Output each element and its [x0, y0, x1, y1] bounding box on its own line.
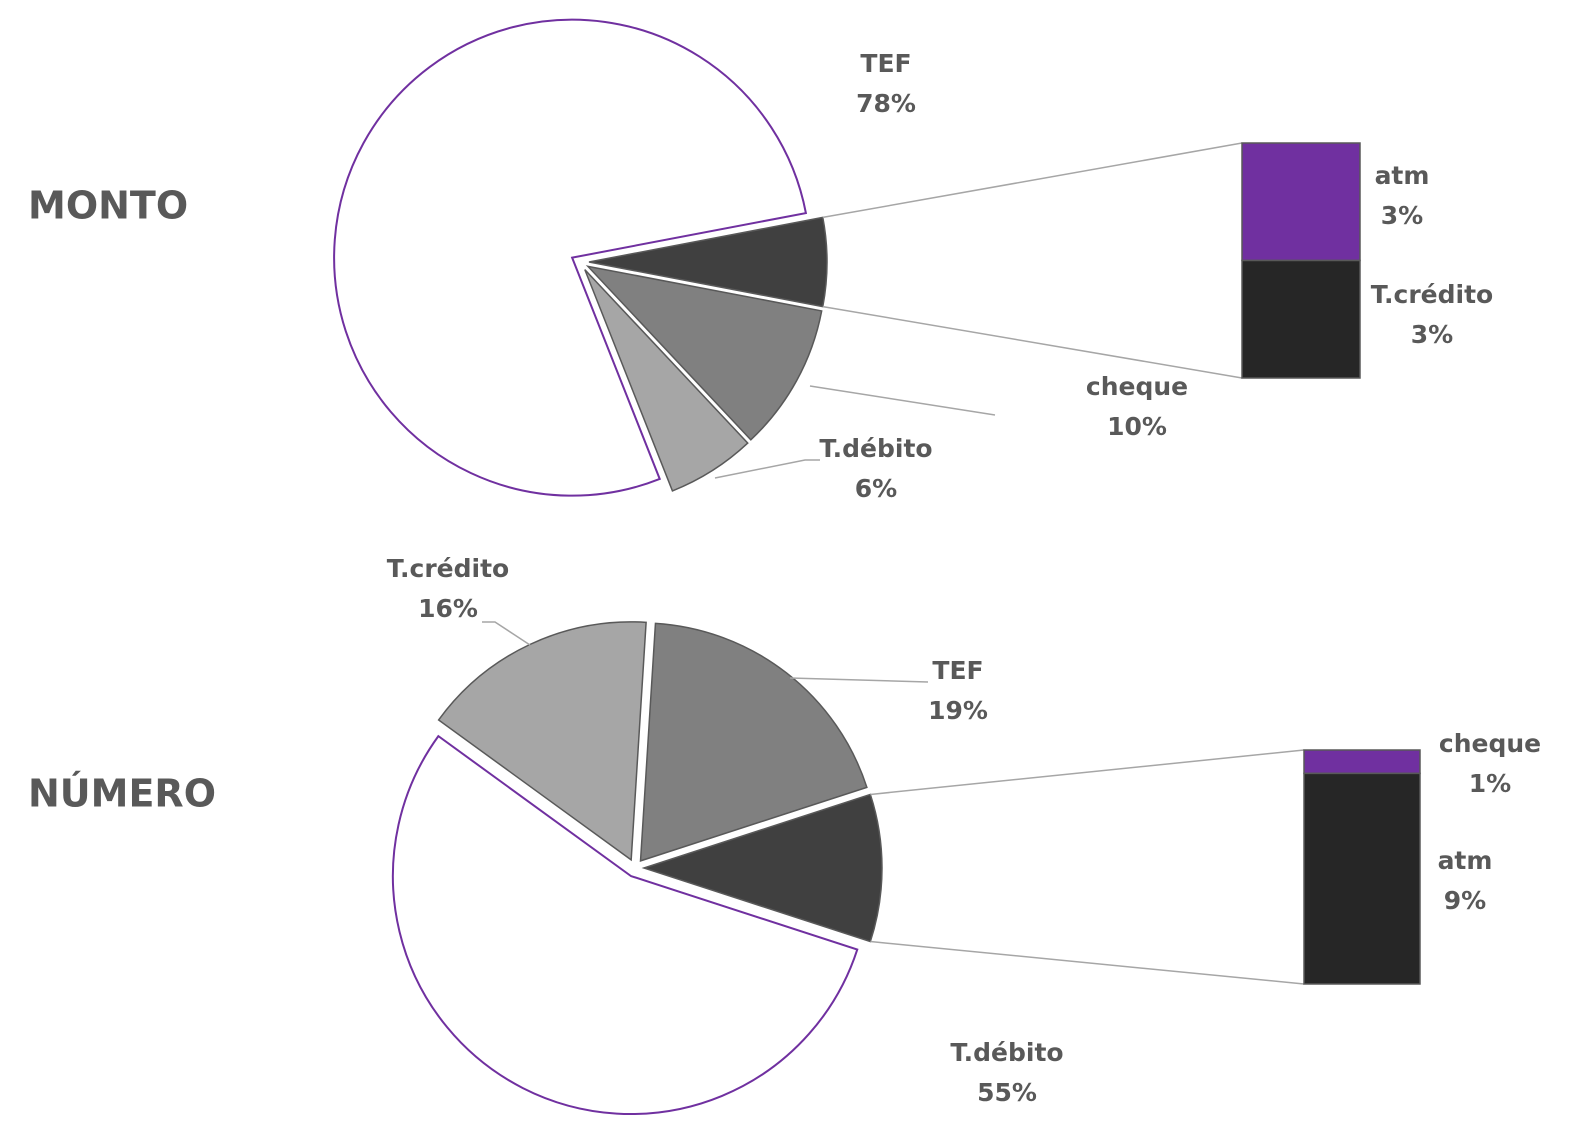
data-label-name: atm: [1438, 846, 1493, 875]
data-label-name: T.crédito: [387, 554, 509, 583]
chart-title: NÚMERO: [28, 772, 216, 816]
bar-segment: [1241, 142, 1361, 262]
pie-slice: [639, 622, 868, 862]
data-label-name: cheque: [1439, 729, 1541, 758]
pie-slice: [584, 269, 749, 492]
data-label-value: 55%: [977, 1078, 1037, 1107]
connector-line: [822, 142, 1243, 219]
data-label-value: 16%: [418, 594, 478, 623]
connector-line: [870, 940, 1305, 985]
bar-segment: [1303, 772, 1421, 985]
data-label-name: atm: [1375, 161, 1430, 190]
data-label-name: T.crédito: [1371, 280, 1493, 309]
data-label-value: 3%: [1411, 320, 1453, 349]
leader-line: [789, 677, 929, 683]
leader-line: [482, 621, 531, 646]
data-label-value: 9%: [1444, 886, 1486, 915]
connector-line: [822, 305, 1243, 379]
pie-slice: [333, 18, 808, 497]
leader-line: [714, 459, 820, 479]
data-label-name: T.débito: [950, 1038, 1063, 1067]
connector-line: [870, 749, 1305, 796]
data-label-value: 6%: [855, 474, 897, 503]
bar-segment: [1303, 749, 1421, 775]
bar-segment: [1241, 259, 1361, 379]
data-label-value: 19%: [928, 696, 988, 725]
data-label-name: cheque: [1086, 372, 1188, 401]
data-label-name: T.débito: [819, 434, 932, 463]
data-label-value: 78%: [856, 89, 916, 118]
data-label-value: 1%: [1469, 769, 1511, 798]
data-label-name: TEF: [932, 656, 983, 685]
leader-line: [809, 385, 996, 416]
pie-slice: [585, 265, 823, 441]
pie-slice: [391, 734, 859, 1115]
data-label-name: TEF: [860, 49, 911, 78]
chart-title: MONTO: [28, 184, 188, 228]
data-label-value: 10%: [1107, 412, 1167, 441]
pie-slice: [641, 793, 883, 943]
data-label-value: 3%: [1381, 201, 1423, 230]
